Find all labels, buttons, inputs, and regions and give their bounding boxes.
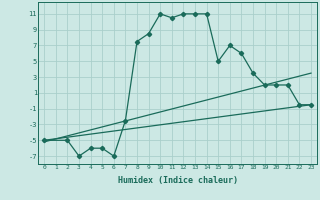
X-axis label: Humidex (Indice chaleur): Humidex (Indice chaleur) <box>118 176 238 185</box>
